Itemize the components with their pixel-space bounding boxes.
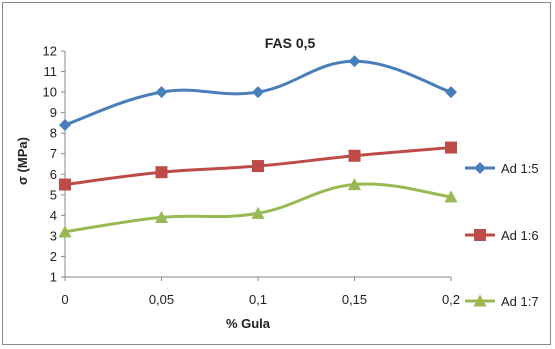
data-point <box>155 210 168 223</box>
legend-label: Ad 1:7 <box>501 294 539 309</box>
y-tick-label: 6 <box>50 167 57 182</box>
data-point <box>444 190 458 203</box>
data-point <box>59 178 71 191</box>
y-tick-label: 2 <box>50 249 57 264</box>
chart-title: FAS 0,5 <box>265 35 316 51</box>
data-point <box>155 166 168 179</box>
legend-label: Ad 1:6 <box>501 228 539 243</box>
x-tick-label: 0,2 <box>442 292 460 307</box>
legend-entry: Ad 1:7 <box>465 294 539 309</box>
series-3 <box>58 178 458 238</box>
legend-entry: Ad 1:6 <box>465 228 539 243</box>
data-point <box>348 55 361 68</box>
x-axis-title: % Gula <box>226 316 271 331</box>
x-tick-label: 0,15 <box>342 292 367 307</box>
y-tick-label: 3 <box>50 228 57 243</box>
data-point <box>445 141 457 154</box>
chart-frame: FAS 0,5 σ (MPa) % Gula 1 2 3 4 5 6 7 8 9 10 11 12 0 0… <box>2 2 551 345</box>
y-axis-title: σ (MPa) <box>15 137 30 185</box>
x-tick-label: 0 <box>61 292 68 307</box>
y-tick-label: 5 <box>50 187 57 202</box>
legend-marker <box>474 162 486 174</box>
data-point <box>348 178 361 191</box>
data-point <box>252 86 264 99</box>
y-tick-label: 8 <box>50 126 57 141</box>
data-point <box>251 206 265 219</box>
data-point <box>348 149 361 162</box>
data-point <box>252 160 264 173</box>
y-tick-label: 12 <box>43 44 57 59</box>
y-tick-label: 4 <box>50 208 57 223</box>
data-point <box>59 118 71 131</box>
series-2 <box>59 141 457 191</box>
legend-marker <box>473 294 487 307</box>
y-tick-label: 11 <box>44 64 58 79</box>
data-point <box>445 86 457 99</box>
legend-marker <box>474 229 486 241</box>
series-1 <box>59 55 457 131</box>
x-tick-label: 0,1 <box>249 292 267 307</box>
series-layer <box>58 55 458 238</box>
x-tick-label: 0,05 <box>149 292 174 307</box>
data-point <box>58 225 72 238</box>
y-tick-label: 7 <box>50 146 57 161</box>
legend: Ad 1:5 Ad 1:6 Ad 1:7 <box>465 161 539 309</box>
legend-entry: Ad 1:5 <box>465 161 539 176</box>
y-tick-label: 9 <box>50 105 57 120</box>
y-tick-label: 10 <box>43 85 57 100</box>
legend-label: Ad 1:5 <box>501 161 539 176</box>
data-point <box>155 86 168 99</box>
y-tick-label: 1 <box>50 270 57 285</box>
